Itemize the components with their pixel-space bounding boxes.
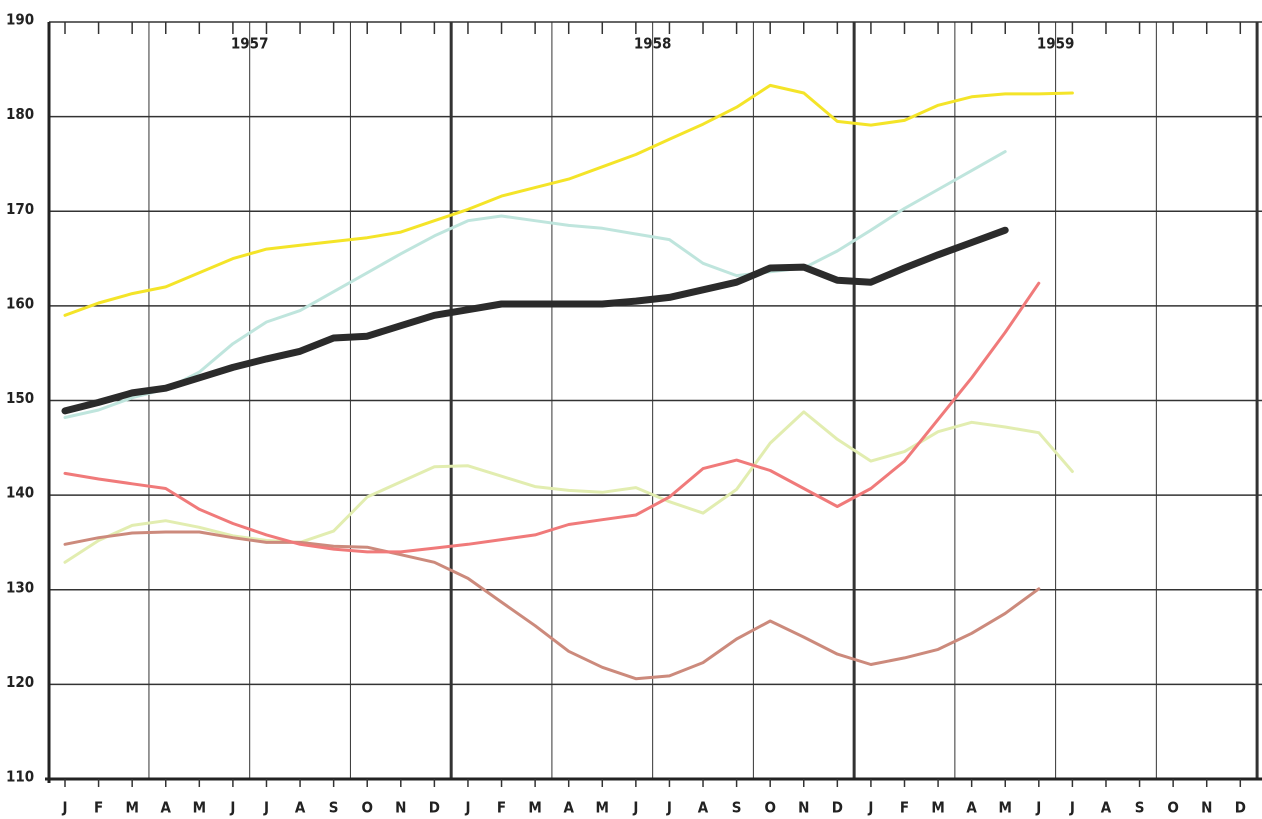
x-tick-label: A <box>1101 799 1112 817</box>
x-tick-label: A <box>966 799 977 817</box>
y-tick-label: 170 <box>6 200 34 218</box>
x-tick-label: O <box>1167 799 1178 817</box>
year-label: 1959 <box>1037 35 1075 53</box>
x-tick-label: A <box>563 799 574 817</box>
x-tick-label: N <box>1201 799 1212 817</box>
x-tick-label: M <box>193 799 206 817</box>
y-tick-label: 160 <box>6 294 34 312</box>
year-label: 1958 <box>634 35 672 53</box>
x-tick-label: M <box>999 799 1012 817</box>
x-tick-label: S <box>1135 799 1145 817</box>
x-tick-label: A <box>161 799 172 817</box>
x-tick-label: N <box>395 799 406 817</box>
series-line <box>63 410 1074 564</box>
x-tick-label: M <box>528 799 541 817</box>
x-tick-label: S <box>732 799 742 817</box>
x-tick-label: J <box>464 799 470 817</box>
y-tick-label: 190 <box>6 11 34 29</box>
x-tick-label: J <box>229 799 235 817</box>
x-tick-label: D <box>1235 799 1246 817</box>
x-tick-label: J <box>1035 799 1041 817</box>
series-line <box>63 530 1041 681</box>
y-tick-label: 130 <box>6 578 34 596</box>
x-tick-label: N <box>798 799 809 817</box>
x-tick-label: D <box>429 799 440 817</box>
x-tick-label: D <box>832 799 843 817</box>
year-label: 1957 <box>231 35 269 53</box>
x-tick-label: J <box>867 799 873 817</box>
y-tick-label: 140 <box>6 484 34 502</box>
y-tick-label: 150 <box>6 389 34 407</box>
series-line <box>61 226 1009 415</box>
x-tick-label: O <box>764 799 775 817</box>
x-tick-label: M <box>596 799 609 817</box>
x-tick-label: A <box>698 799 709 817</box>
x-tick-label: J <box>61 799 67 817</box>
x-tick-label: J <box>632 799 638 817</box>
x-tick-label: M <box>125 799 138 817</box>
series-line <box>63 281 1041 554</box>
x-tick-label: J <box>1069 799 1075 817</box>
x-tick-label: F <box>900 799 909 817</box>
y-tick-label: 120 <box>6 673 34 691</box>
series-line <box>63 150 1007 419</box>
x-tick-label: F <box>497 799 506 817</box>
x-tick-label: O <box>361 799 372 817</box>
x-tick-label: A <box>295 799 306 817</box>
y-tick-label: 110 <box>6 768 34 786</box>
x-tick-label: J <box>666 799 672 817</box>
x-tick-label: F <box>94 799 103 817</box>
y-tick-label: 180 <box>6 105 34 123</box>
x-tick-label: M <box>931 799 944 817</box>
x-tick-label: S <box>329 799 339 817</box>
x-tick-label: J <box>263 799 269 817</box>
series-line <box>63 83 1074 317</box>
